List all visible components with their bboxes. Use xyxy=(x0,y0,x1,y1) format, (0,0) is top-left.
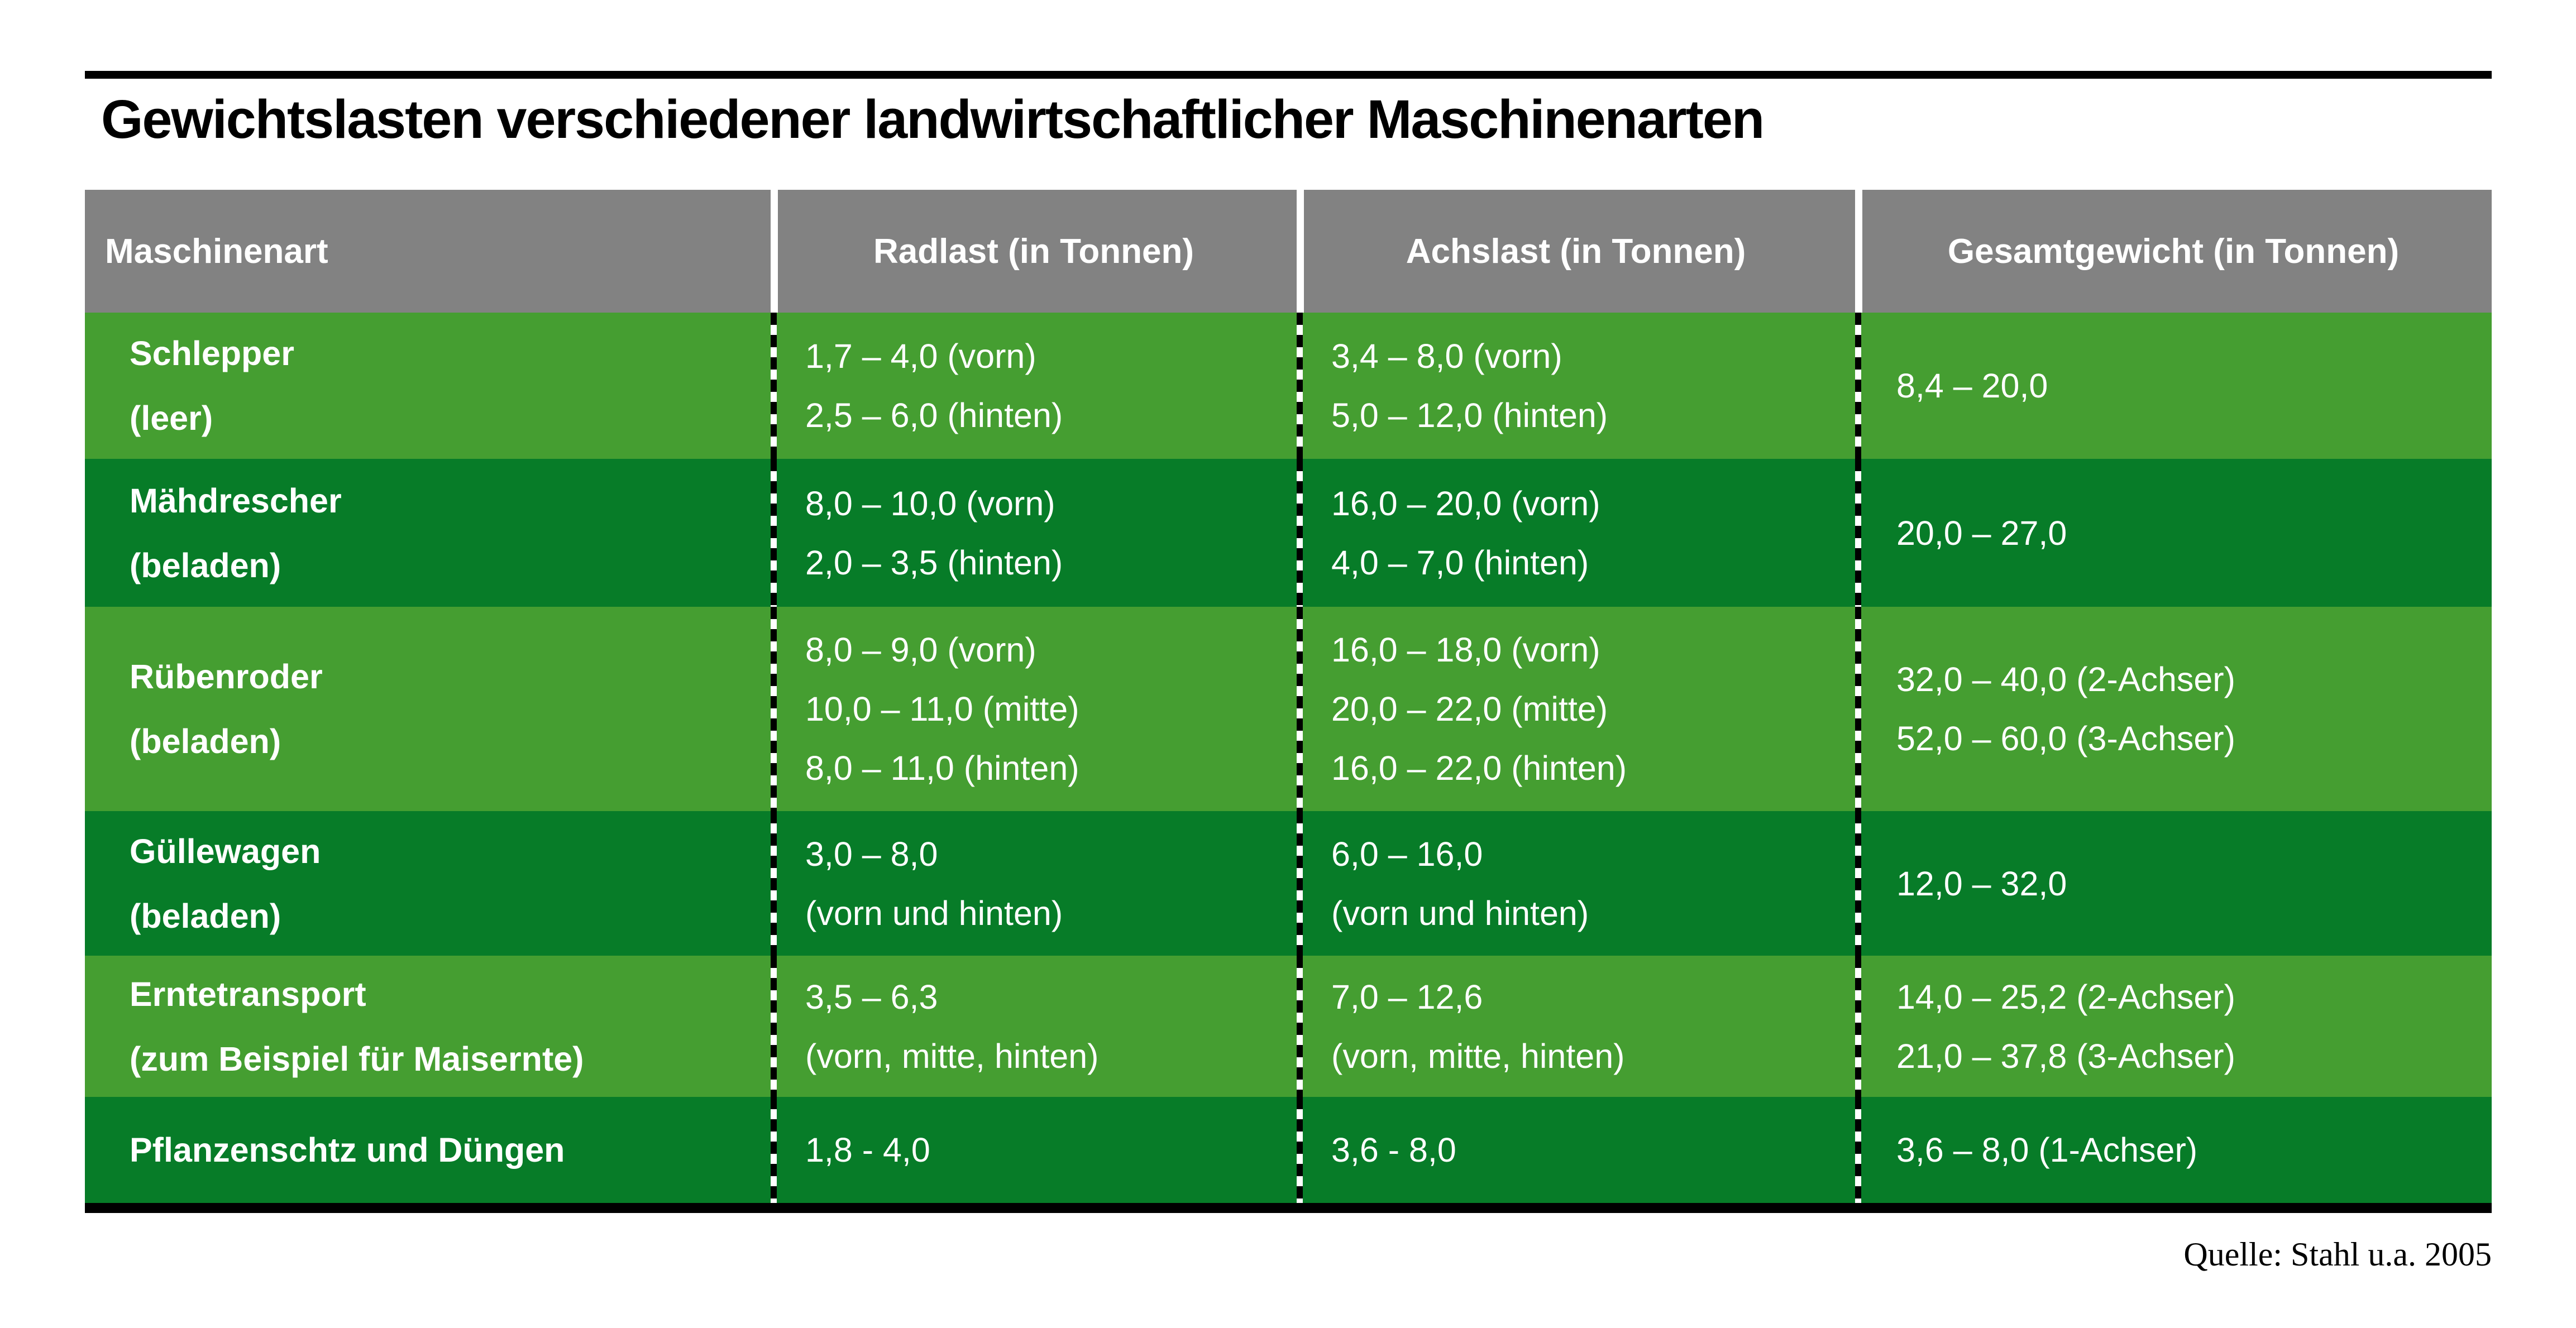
cell-maschinenart: Schlepper (leer) xyxy=(85,313,771,459)
cell-line: 16,0 – 20,0 (vorn) xyxy=(1331,484,1600,522)
cell-achslast: 16,0 – 18,0 (vorn) 20,0 – 22,0 (mitte) 16,… xyxy=(1297,607,1855,811)
weights-table: Maschinenart Radlast (in Tonnen) Achslast … xyxy=(85,190,2492,1213)
cell-line: 5,0 – 12,0 (hinten) xyxy=(1331,396,1608,434)
cell-line: 8,0 – 10,0 (vorn) xyxy=(805,484,1055,522)
table-row: Rübenroder (beladen) 8,0 – 9,0 (vorn) 10,0 … xyxy=(85,607,2492,811)
cell-gesamtgewicht: 20,0 – 27,0 xyxy=(1855,459,2492,607)
column-header-c1: Maschinenart xyxy=(105,232,328,271)
cell-radlast: 1,7 – 4,0 (vorn) 2,5 – 6,0 (hinten) xyxy=(771,313,1297,459)
cell-line: 8,0 – 11,0 (hinten) xyxy=(805,749,1079,787)
cell-line: (leer) xyxy=(130,399,213,437)
cell-line: Schlepper xyxy=(130,334,294,372)
cell-line: 14,0 – 25,2 (2-Achser) xyxy=(1896,977,2235,1016)
cell-maschinenart: Pflanzenschtz und Düngen xyxy=(85,1097,771,1203)
cell-radlast: 8,0 – 9,0 (vorn) 10,0 – 11,0 (mitte) 8,0 –… xyxy=(771,607,1297,811)
table-row: Güllewagen (beladen) 3,0 – 8,0 (vorn und hi… xyxy=(85,811,2492,956)
table-row: Pflanzenschtz und Düngen 1,8 - 4,0 3,6 - 8… xyxy=(85,1097,2492,1203)
cell-maschinenart: Rübenroder (beladen) xyxy=(85,607,771,811)
cell-maschinenart: Güllewagen (beladen) xyxy=(85,811,771,956)
cell-line: 21,0 – 37,8 (3-Achser) xyxy=(1896,1037,2235,1075)
cell-line: (beladen) xyxy=(130,546,281,584)
cell-achslast: 16,0 – 20,0 (vorn) 4,0 – 7,0 (hinten) xyxy=(1297,459,1855,607)
cell-line: 32,0 – 40,0 (2-Achser) xyxy=(1896,660,2235,698)
cell-line: 3,5 – 6,3 xyxy=(805,977,938,1016)
cell-gesamtgewicht: 3,6 – 8,0 (1-Achser) xyxy=(1855,1097,2492,1203)
cell-line: (vorn und hinten) xyxy=(805,894,1063,932)
cell-gesamtgewicht: 12,0 – 32,0 xyxy=(1855,811,2492,956)
column-header-c3: Achslast (in Tonnen) xyxy=(1297,190,1855,313)
table-row: Mähdrescher (beladen) 8,0 – 10,0 (vorn) 2,0… xyxy=(85,459,2492,607)
cell-line: (beladen) xyxy=(130,722,281,760)
cell-line: 6,0 – 16,0 xyxy=(1331,835,1483,873)
cell-line: (vorn und hinten) xyxy=(1331,894,1589,932)
cell-line: 2,5 – 6,0 (hinten) xyxy=(805,396,1063,434)
column-header-c4: Gesamtgewicht (in Tonnen) xyxy=(1855,190,2492,313)
cell-line: 12,0 – 32,0 xyxy=(1896,864,2067,903)
cell-line: Güllewagen xyxy=(130,832,321,870)
cell-gesamtgewicht: 8,4 – 20,0 xyxy=(1855,313,2492,459)
cell-line: Rübenroder xyxy=(130,658,323,696)
cell-radlast: 1,8 - 4,0 xyxy=(771,1097,1297,1203)
cell-line: 10,0 – 11,0 (mitte) xyxy=(805,690,1079,728)
cell-line: 16,0 – 18,0 (vorn) xyxy=(1331,631,1600,669)
cell-radlast: 8,0 – 10,0 (vorn) 2,0 – 3,5 (hinten) xyxy=(771,459,1297,607)
cell-line: 3,4 – 8,0 (vorn) xyxy=(1331,337,1562,375)
cell-radlast: 3,5 – 6,3 (vorn, mitte, hinten) xyxy=(771,956,1297,1097)
page-title: Gewichtslasten verschiedener landwirtsch… xyxy=(101,89,1765,150)
cell-line: 1,7 – 4,0 (vorn) xyxy=(805,337,1036,375)
cell-gesamtgewicht: 32,0 – 40,0 (2-Achser) 52,0 – 60,0 (3-Ach… xyxy=(1855,607,2492,811)
cell-line: 3,6 - 8,0 xyxy=(1331,1131,1456,1169)
cell-line: (beladen) xyxy=(130,896,281,935)
table-row: Erntetransport (zum Beispiel für Maisernt… xyxy=(85,956,2492,1097)
table-header-row: Maschinenart Radlast (in Tonnen) Achslast … xyxy=(85,190,2492,313)
cell-line: 20,0 – 27,0 xyxy=(1896,514,2067,552)
cell-maschinenart: Mähdrescher (beladen) xyxy=(85,459,771,607)
cell-line: 8,4 – 20,0 xyxy=(1896,367,2048,405)
cell-line: Pflanzenschtz und Düngen xyxy=(130,1131,565,1169)
cell-line: 4,0 – 7,0 (hinten) xyxy=(1331,543,1589,582)
cell-line: (vorn, mitte, hinten) xyxy=(1331,1037,1625,1075)
cell-achslast: 7,0 – 12,6 (vorn, mitte, hinten) xyxy=(1297,956,1855,1097)
cell-line: 2,0 – 3,5 (hinten) xyxy=(805,543,1063,582)
table-row: Schlepper (leer) 1,7 – 4,0 (vorn) 2,5 – 6,0… xyxy=(85,313,2492,459)
cell-line: 1,8 - 4,0 xyxy=(805,1131,930,1169)
title-rule xyxy=(85,71,2492,79)
cell-line: Mähdrescher xyxy=(130,481,342,520)
column-header-c2: Radlast (in Tonnen) xyxy=(771,190,1297,313)
cell-achslast: 3,4 – 8,0 (vorn) 5,0 – 12,0 (hinten) xyxy=(1297,313,1855,459)
cell-radlast: 3,0 – 8,0 (vorn und hinten) xyxy=(771,811,1297,956)
cell-line: 8,0 – 9,0 (vorn) xyxy=(805,631,1036,669)
cell-line: 16,0 – 22,0 (hinten) xyxy=(1331,749,1627,787)
cell-line: Erntetransport xyxy=(130,975,366,1013)
source-caption: Quelle: Stahl u.a. 2005 xyxy=(2183,1236,2492,1273)
cell-line: 20,0 – 22,0 (mitte) xyxy=(1331,690,1608,728)
cell-line: (zum Beispiel für Maisernte) xyxy=(130,1039,584,1078)
cell-line: 3,0 – 8,0 xyxy=(805,835,938,873)
cell-achslast: 6,0 – 16,0 (vorn und hinten) xyxy=(1297,811,1855,956)
cell-maschinenart: Erntetransport (zum Beispiel für Maisernt… xyxy=(85,956,771,1097)
cell-gesamtgewicht: 14,0 – 25,2 (2-Achser) 21,0 – 37,8 (3-Ach… xyxy=(1855,956,2492,1097)
cell-line: (vorn, mitte, hinten) xyxy=(805,1037,1099,1075)
cell-line: 3,6 – 8,0 (1-Achser) xyxy=(1896,1131,2198,1169)
cell-line: 7,0 – 12,6 xyxy=(1331,977,1483,1016)
cell-achslast: 3,6 - 8,0 xyxy=(1297,1097,1855,1203)
cell-line: 52,0 – 60,0 (3-Achser) xyxy=(1896,720,2235,758)
